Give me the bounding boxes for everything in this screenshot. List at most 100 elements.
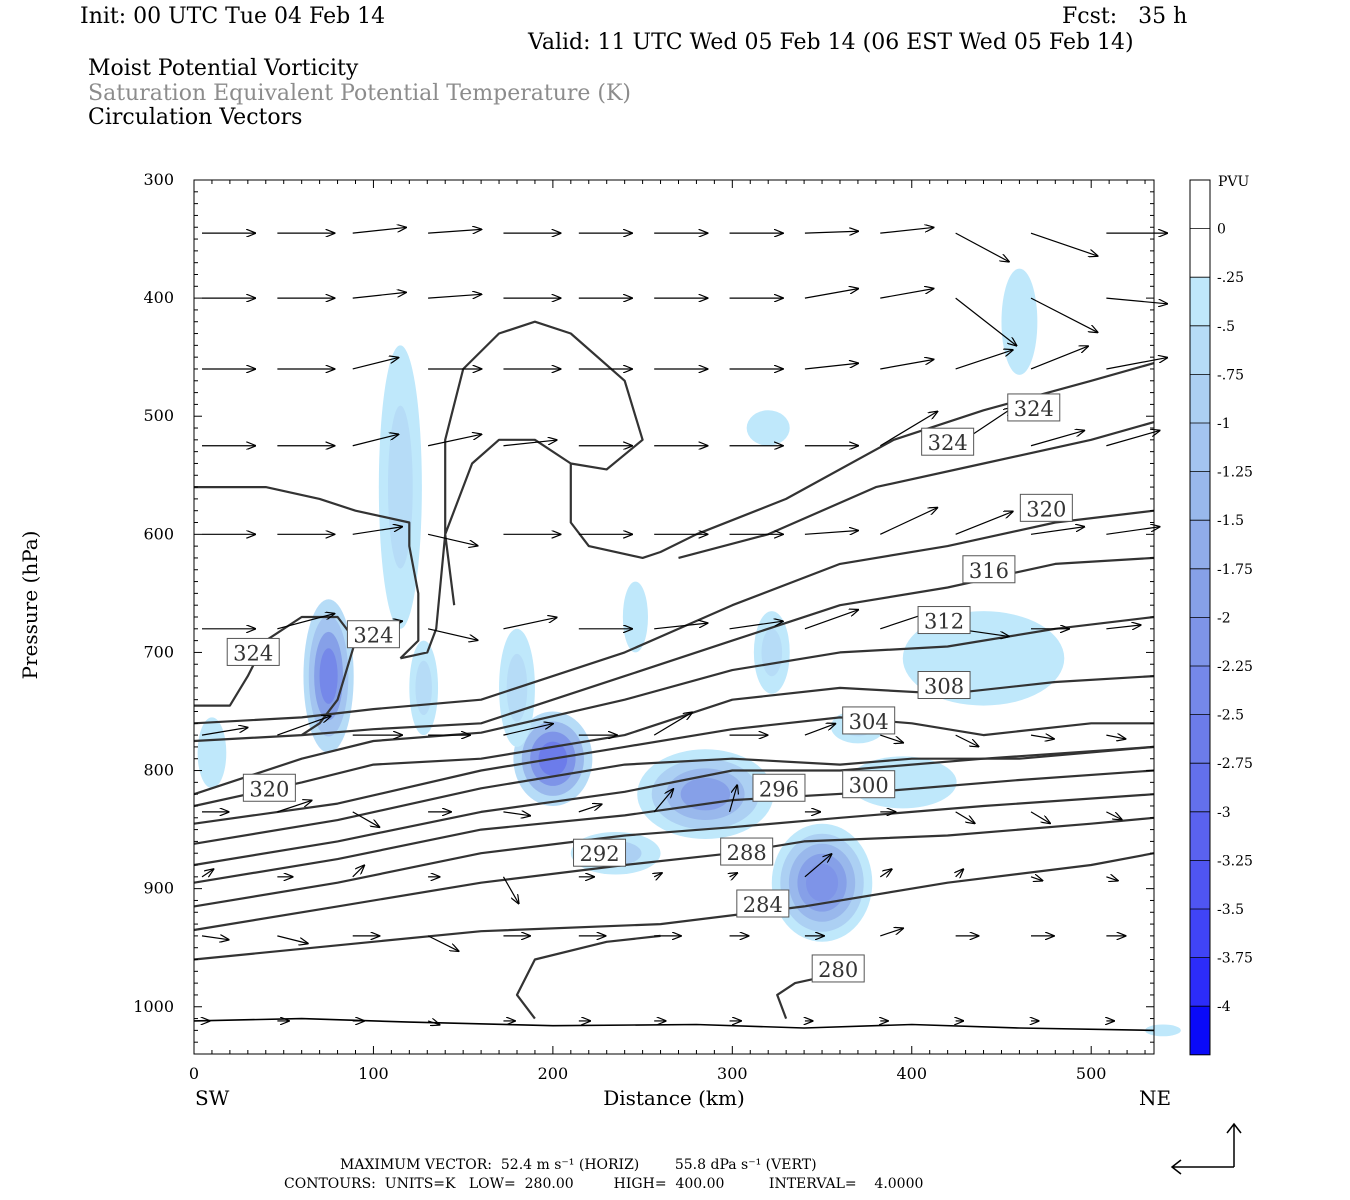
circulation-vector — [880, 359, 933, 370]
circulation-vector — [1030, 735, 1054, 739]
circulation-vector — [1030, 527, 1084, 535]
contour-label: 296 — [759, 777, 799, 801]
colorbar-label: -1.25 — [1217, 465, 1253, 481]
colorbar-cell — [1190, 180, 1210, 229]
circulation-vector — [427, 533, 477, 545]
circulation-vector — [1030, 431, 1084, 447]
colorbar-label: -2.75 — [1217, 756, 1253, 772]
colorbar-cell — [1190, 374, 1210, 423]
circulation-vector — [352, 527, 402, 535]
pv-shaded-region — [197, 717, 227, 789]
contour-label: 304 — [849, 710, 889, 734]
colorbar-cell — [1190, 277, 1210, 326]
circulation-vector — [277, 614, 334, 630]
circulation-vector — [804, 854, 832, 878]
circulation-vector — [503, 617, 556, 630]
circulation-vector — [1106, 358, 1167, 370]
circulation-vector — [427, 1021, 439, 1025]
colorbar-cell — [1190, 617, 1210, 666]
circulation-vector — [352, 865, 364, 878]
circulation-vector — [880, 289, 933, 299]
x-tick-label: 300 — [717, 1064, 748, 1083]
x-tick-label: 200 — [538, 1064, 569, 1083]
circulation-vector — [352, 227, 406, 234]
contour-label-box — [921, 427, 975, 456]
x-axis-label: Distance (km) — [603, 1086, 745, 1110]
contour-label-box — [736, 889, 790, 918]
circulation-vector — [502, 876, 518, 904]
circulation-vector — [427, 935, 458, 951]
circulation-vector — [1030, 877, 1042, 881]
circulation-vector — [201, 936, 229, 940]
colorbar-label: 0 — [1217, 222, 1226, 238]
theta-contour-line — [695, 362, 1155, 536]
x-end-label-left: SW — [195, 1086, 230, 1110]
colorbar-label: -4 — [1217, 999, 1231, 1015]
circulation-vector — [880, 508, 937, 535]
contour-label: 312 — [924, 610, 964, 634]
contour-label-box — [842, 770, 896, 799]
circulation-vector — [1106, 811, 1121, 820]
max-vector-note: MAXIMUM VECTOR: 52.4 m s⁻¹ (HORIZ) 55.8 … — [340, 1157, 817, 1173]
pv-shaded-region — [319, 648, 338, 704]
contour-label-box — [226, 637, 280, 666]
circulation-vector — [879, 869, 891, 877]
colorbar-label: -.5 — [1217, 319, 1235, 335]
theta-contour-line — [678, 421, 1155, 559]
colorbar-label: -2 — [1217, 610, 1231, 626]
init-time: Init: 00 UTC Tue 04 Feb 14 — [80, 4, 386, 29]
contour-label: 308 — [924, 675, 964, 699]
y-tick-label: 500 — [143, 406, 174, 425]
circulation-vector — [956, 869, 964, 877]
y-tick-label: 300 — [143, 170, 174, 189]
circulation-vector — [503, 812, 530, 816]
contour-label-box — [917, 606, 971, 635]
circulation-vector — [428, 294, 481, 298]
circulation-vector — [879, 412, 937, 447]
circulation-vector — [277, 935, 307, 944]
colorbar-cell — [1190, 957, 1210, 1007]
contour-label: 280 — [818, 958, 858, 982]
contour-label: 320 — [249, 777, 289, 801]
contour-labels: 324 324 320 324 324 320 316 312 308 304 300 296 292 2… — [226, 393, 1073, 983]
circulation-vector — [880, 227, 933, 234]
x-tick-label: 100 — [358, 1064, 389, 1083]
circulation-vector — [427, 628, 477, 640]
contour-label: 324 — [928, 431, 968, 455]
colorbar-label: -3.5 — [1217, 902, 1244, 918]
colorbar-cell — [1190, 909, 1210, 958]
circulation-vector — [201, 728, 248, 736]
colorbar-cell — [1190, 811, 1210, 861]
circulation-vector — [201, 869, 213, 877]
colorbar-label: -1.5 — [1217, 513, 1244, 529]
circulation-vector — [804, 289, 858, 299]
colorbar-cell — [1190, 423, 1210, 472]
theta-contour-line — [193, 816, 1155, 932]
x-tick-label: 400 — [896, 1064, 927, 1083]
y-tick-label: 900 — [143, 879, 174, 898]
circulation-vector — [654, 623, 707, 630]
circulation-vector — [880, 928, 903, 937]
circulation-vector — [804, 531, 858, 535]
theta-contour-line — [193, 769, 1155, 884]
circulation-vector — [1106, 431, 1159, 447]
contour-label-box — [346, 620, 400, 649]
colorbar-cell — [1190, 714, 1210, 764]
circulation-vector — [1106, 527, 1159, 535]
theta-contour-line — [569, 463, 697, 559]
circulation-vector — [955, 350, 1013, 370]
colorbar-cell — [1190, 568, 1210, 618]
pv-shaded-region — [415, 660, 432, 716]
colorbar-label: -.25 — [1217, 270, 1244, 286]
circulation-vector — [804, 231, 858, 233]
pv-shaded-region — [805, 863, 839, 902]
y-tick-label: 700 — [143, 642, 174, 661]
contour-label-box — [752, 773, 806, 802]
circulation-vector — [804, 363, 858, 370]
colorbar-cell — [1190, 666, 1210, 715]
colorbar-label: -1.75 — [1217, 562, 1253, 578]
contour-label: 320 — [1026, 497, 1066, 521]
axes: 0 100 200 300 400 500 300 400 500 600 700 800 900 100… — [133, 170, 1154, 1083]
colorbar-cell — [1190, 325, 1210, 375]
circulation-vector — [578, 804, 602, 813]
